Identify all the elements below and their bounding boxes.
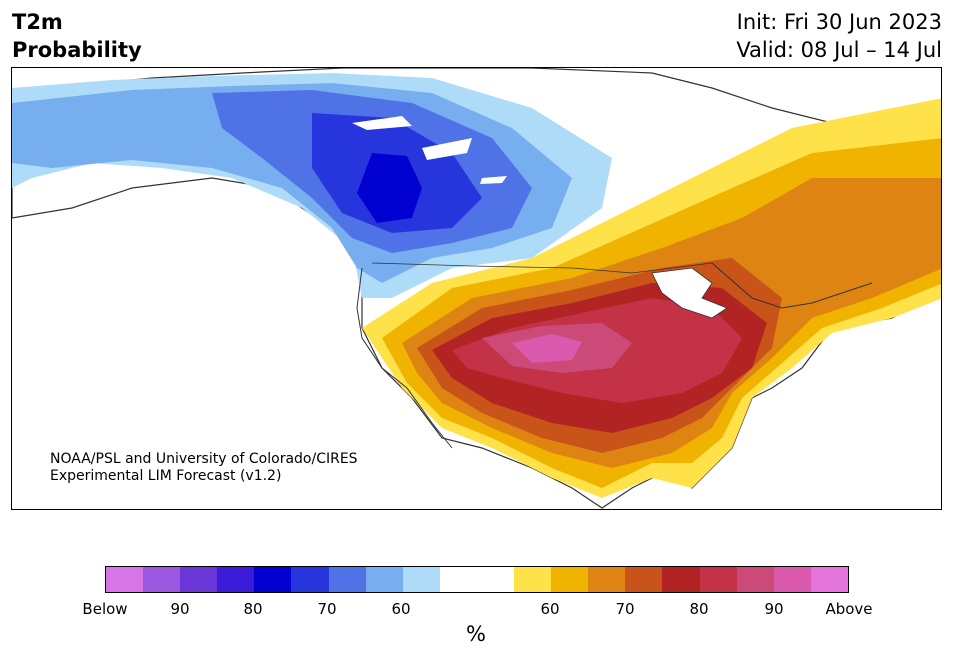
colorbar-swatch xyxy=(291,567,328,592)
colorbar-swatch xyxy=(514,567,551,592)
colorbar-swatch xyxy=(440,567,477,592)
colorbar-swatch xyxy=(329,567,366,592)
colorbar-swatch xyxy=(811,567,848,592)
colorbar-swatch xyxy=(588,567,625,592)
metric-label: Probability xyxy=(12,36,142,64)
colorbar-swatch xyxy=(366,567,403,592)
colorbar-swatch xyxy=(403,567,440,592)
colorbar-swatch xyxy=(737,567,774,592)
credit-text: NOAA/PSL and University of Colorado/CIRE… xyxy=(50,451,358,485)
colorbar-swatch xyxy=(180,567,217,592)
colorbar-tick-label: 60 xyxy=(391,600,410,618)
colorbar-swatch xyxy=(774,567,811,592)
colorbar-swatch xyxy=(143,567,180,592)
colorbar-unit: % xyxy=(466,622,486,646)
colorbar-swatch xyxy=(477,567,514,592)
colorbar-tick-label: 60 xyxy=(540,600,559,618)
credit-line-1: NOAA/PSL and University of Colorado/CIRE… xyxy=(50,451,358,468)
colorbar-tick-label: 70 xyxy=(615,600,634,618)
colorbar-tick-label: 80 xyxy=(689,600,708,618)
colorbar-swatch xyxy=(625,567,662,592)
chart-title: T2m Probability xyxy=(12,8,142,64)
colorbar-tick-label: 70 xyxy=(317,600,336,618)
valid-range: Valid: 08 Jul – 14 Jul xyxy=(736,36,942,64)
forecast-map: NOAA/PSL and University of Colorado/CIRE… xyxy=(11,67,942,510)
probability-colorbar xyxy=(105,566,849,593)
credit-line-2: Experimental LIM Forecast (v1.2) xyxy=(50,468,358,485)
colorbar-tick-label: 80 xyxy=(243,600,262,618)
date-info: Init: Fri 30 Jun 2023 Valid: 08 Jul – 14… xyxy=(736,8,942,64)
colorbar-tick-label: Below xyxy=(82,600,127,618)
colorbar-swatch xyxy=(662,567,699,592)
probability-map-svg xyxy=(12,68,942,510)
colorbar-tick-label: 90 xyxy=(170,600,189,618)
colorbar-tick-label: 90 xyxy=(764,600,783,618)
colorbar-swatch xyxy=(254,567,291,592)
colorbar-swatch xyxy=(700,567,737,592)
variable-label: T2m xyxy=(12,8,142,36)
colorbar-tick-label: Above xyxy=(825,600,872,618)
init-date: Init: Fri 30 Jun 2023 xyxy=(736,8,942,36)
colorbar-swatch xyxy=(106,567,143,592)
colorbar-swatch xyxy=(217,567,254,592)
colorbar-swatch xyxy=(551,567,588,592)
